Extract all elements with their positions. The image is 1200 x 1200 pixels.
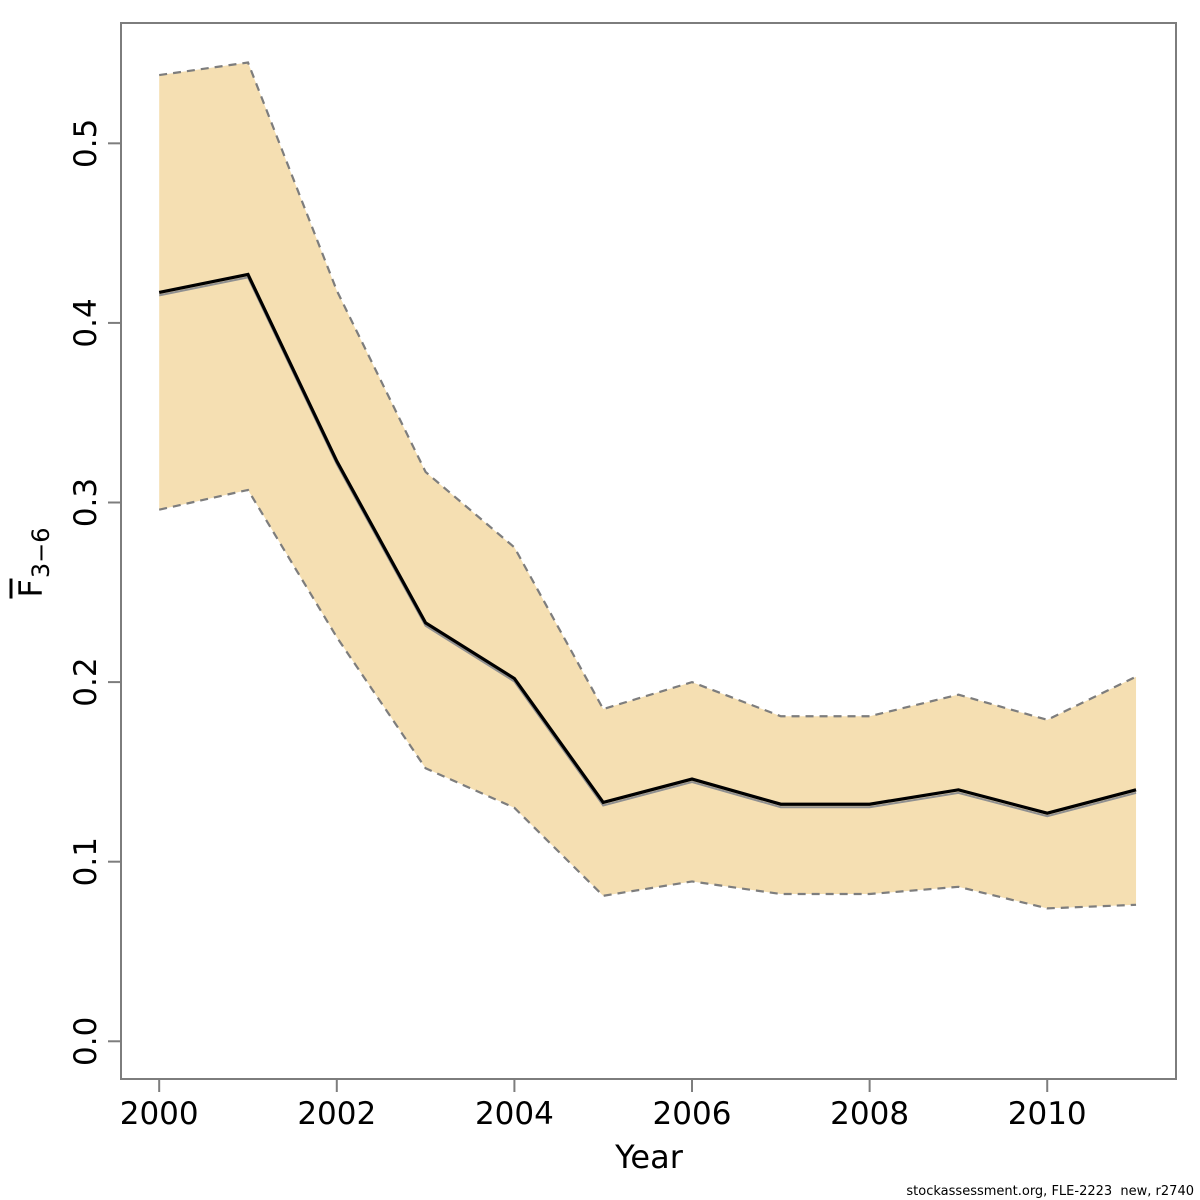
y-axis-tick-label: 0.5 bbox=[68, 119, 104, 168]
x-axis-tick-label: 2002 bbox=[297, 1096, 376, 1132]
y-axis-tick-label: 0.3 bbox=[68, 478, 104, 527]
y-axis-tick-label: 0.4 bbox=[68, 298, 104, 347]
upper-ci-line bbox=[159, 61, 1137, 721]
estimate-line bbox=[158, 272, 1137, 815]
x-axis-label: Year bbox=[615, 1138, 683, 1176]
y-axis-tick-label: 0.2 bbox=[68, 657, 104, 706]
x-axis-tick-label: 2008 bbox=[830, 1096, 909, 1132]
y-axis-label: F3−6 bbox=[9, 527, 55, 599]
x-axis-tick-label: 2000 bbox=[120, 1096, 199, 1132]
y-axis-tick-label: 0.0 bbox=[68, 1017, 104, 1066]
confidence-band bbox=[159, 62, 1137, 909]
footer-attribution: stockassessment.org, FLE-2223 new, r2740 bbox=[906, 1184, 1194, 1199]
y-axis-label-subscript: 3−6 bbox=[26, 527, 55, 579]
x-axis-tick-label: 2006 bbox=[653, 1096, 732, 1132]
y-axis-tick-label: 0.1 bbox=[68, 837, 104, 886]
x-axis-tick-label: 2010 bbox=[1008, 1096, 1087, 1132]
y-axis-label-base: F bbox=[9, 578, 50, 599]
lower-ci-line bbox=[158, 488, 1137, 910]
plot-border bbox=[120, 22, 1177, 1080]
x-axis-tick-label: 2004 bbox=[475, 1096, 554, 1132]
